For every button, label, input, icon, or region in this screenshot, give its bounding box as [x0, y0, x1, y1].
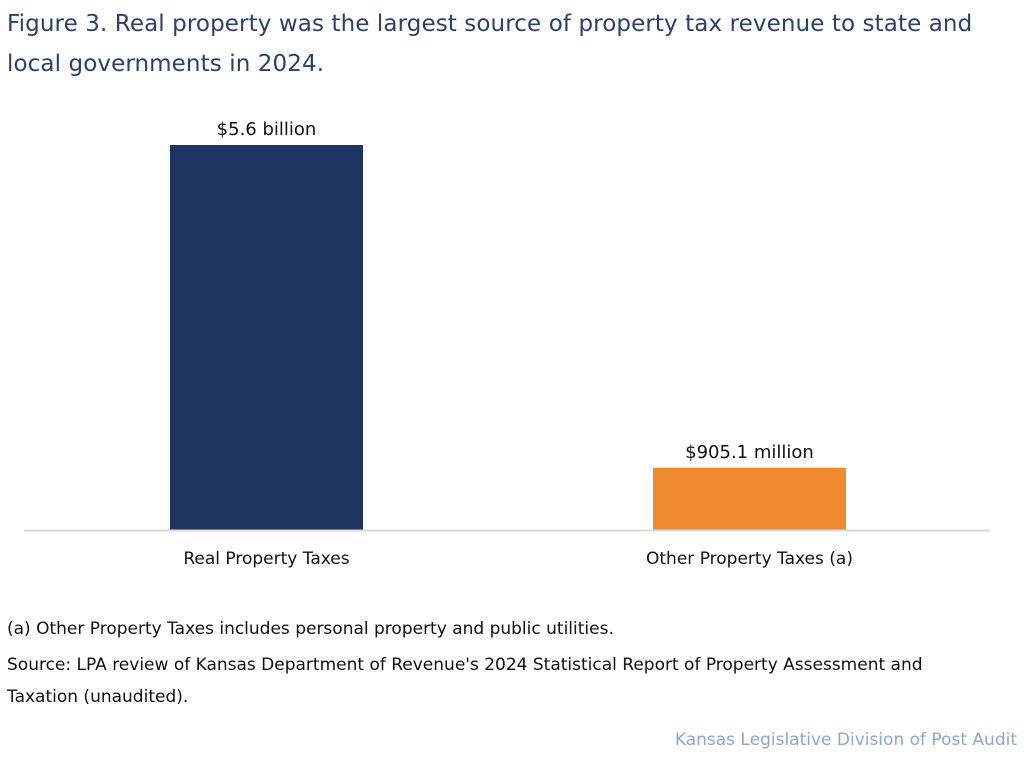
footnote: (a) Other Property Taxes includes person… — [7, 619, 614, 639]
source-note: Source: LPA review of Kansas Department … — [7, 655, 923, 707]
chart-title: Figure 3. Real property was the largest … — [7, 11, 973, 77]
x-tick-label: Real Property Taxes — [183, 549, 349, 569]
data-label: $5.6 billion — [217, 119, 317, 140]
bar — [170, 145, 363, 530]
data-label: $905.1 million — [685, 442, 814, 463]
credit-text: Kansas Legislative Division of Post Audi… — [674, 730, 1017, 750]
bar-chart: $5.6 billion Real Property Taxes $905.1 mi… — [24, 119, 990, 569]
bar — [653, 467, 846, 530]
x-tick-label: Other Property Taxes (a) — [646, 549, 853, 569]
